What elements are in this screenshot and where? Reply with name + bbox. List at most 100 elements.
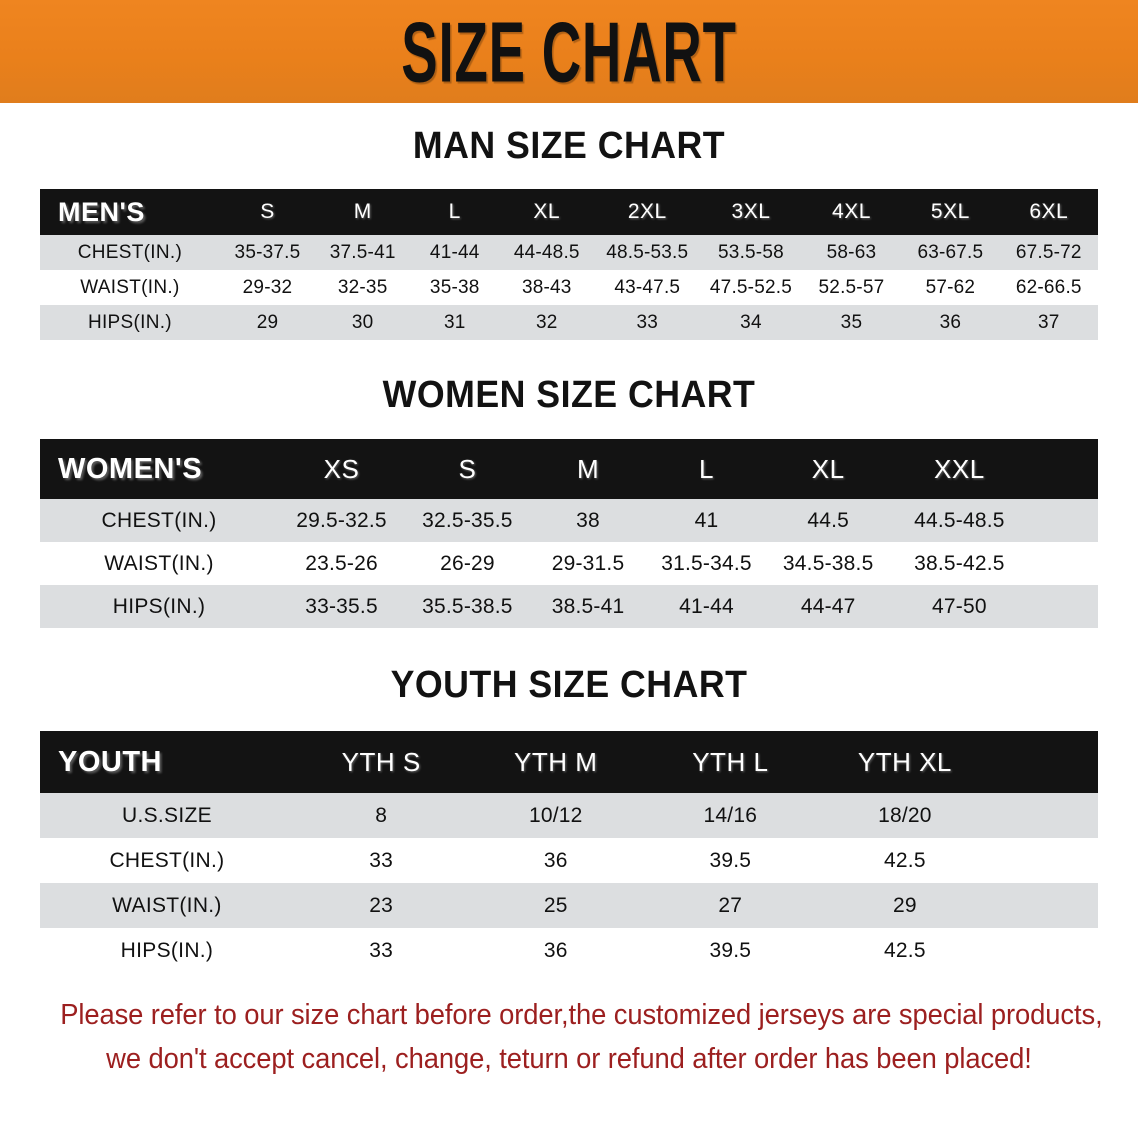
man-row-label-hips: HIPS(IN.) <box>40 305 220 340</box>
man-chest-xl: 44-48.5 <box>499 235 595 270</box>
man-chest-s: 35-37.5 <box>219 235 316 270</box>
man-col-6xl: 6XL <box>999 189 1098 235</box>
women-chest-xs: 29.5-32.5 <box>278 499 405 542</box>
women-row-label-waist: WAIST(IN.) <box>40 542 279 585</box>
women-hips-xxl: 47-50 <box>889 585 1030 628</box>
table-row: U.S.SIZE 8 10/12 14/16 18/20 <box>40 793 1098 838</box>
man-chest-l: 41-44 <box>410 235 500 270</box>
youth-col-s: YTH S <box>293 731 469 793</box>
man-hips-l: 31 <box>410 305 500 340</box>
women-table-header-row: WOMEN'S XS S M L XL XXL <box>40 439 1098 499</box>
man-col-5xl: 5XL <box>901 189 1000 235</box>
youth-ussize-l: 14/16 <box>643 793 818 838</box>
man-col-m: M <box>315 189 411 235</box>
women-col-s: S <box>405 439 530 499</box>
man-chest-5xl: 63-67.5 <box>901 235 1000 270</box>
table-row: WAIST(IN.) 23.5-26 26-29 29-31.5 31.5-34… <box>40 542 1098 585</box>
youth-ussize-xl: 18/20 <box>817 793 993 838</box>
youth-ussize-m: 10/12 <box>468 793 644 838</box>
man-col-l: L <box>410 189 500 235</box>
women-hips-m: 38.5-41 <box>529 585 647 628</box>
man-hips-m: 30 <box>315 305 411 340</box>
table-row: CHEST(IN.) 29.5-32.5 32.5-35.5 38 41 44.… <box>40 499 1098 542</box>
man-waist-5xl: 57-62 <box>901 270 1000 305</box>
youth-ussize-s: 8 <box>293 793 469 838</box>
man-table-header-row: MEN'S S M L XL 2XL 3XL 4XL 5XL 6XL <box>40 189 1098 235</box>
man-header-label: MEN'S <box>40 189 220 235</box>
youth-waist-xl: 29 <box>817 883 993 928</box>
youth-section-title: YOUTH SIZE CHART <box>390 664 748 706</box>
table-row: CHEST(IN.) 35-37.5 37.5-41 41-44 44-48.5… <box>40 235 1098 270</box>
man-hips-5xl: 36 <box>901 305 1000 340</box>
disclaimer-line-1: Please refer to our size chart before or… <box>60 999 1103 1031</box>
man-waist-6xl: 62-66.5 <box>999 270 1098 305</box>
table-row: WAIST(IN.) 29-32 32-35 35-38 38-43 43-47… <box>40 270 1098 305</box>
youth-col-l: YTH L <box>643 731 818 793</box>
women-cell-spacer <box>1029 585 1098 628</box>
man-hips-6xl: 37 <box>999 305 1098 340</box>
youth-header-label: YOUTH <box>40 731 294 793</box>
youth-waist-l: 27 <box>643 883 818 928</box>
women-col-xl: XL <box>766 439 890 499</box>
youth-row-label-ussize: U.S.SIZE <box>40 793 294 838</box>
youth-col-spacer <box>992 731 1098 793</box>
youth-waist-m: 25 <box>468 883 644 928</box>
man-waist-xl: 38-43 <box>499 270 595 305</box>
women-size-table: WOMEN'S XS S M L XL XXL CHEST(IN.) 29.5-… <box>40 439 1098 628</box>
youth-cell-spacer <box>992 928 1098 973</box>
youth-hips-m: 36 <box>468 928 644 973</box>
women-hips-s: 35.5-38.5 <box>405 585 530 628</box>
man-hips-3xl: 34 <box>700 305 802 340</box>
women-row-label-hips: HIPS(IN.) <box>40 585 279 628</box>
man-waist-3xl: 47.5-52.5 <box>700 270 802 305</box>
man-waist-m: 32-35 <box>315 270 411 305</box>
table-row: HIPS(IN.) 33 36 39.5 42.5 <box>40 928 1098 973</box>
women-col-xxl: XXL <box>889 439 1030 499</box>
man-waist-2xl: 43-47.5 <box>594 270 701 305</box>
man-row-label-waist: WAIST(IN.) <box>40 270 220 305</box>
women-waist-xs: 23.5-26 <box>278 542 405 585</box>
man-col-xl: XL <box>499 189 595 235</box>
youth-waist-s: 23 <box>293 883 469 928</box>
women-chest-xxl: 44.5-48.5 <box>889 499 1030 542</box>
youth-hips-s: 33 <box>293 928 469 973</box>
youth-row-label-waist: WAIST(IN.) <box>40 883 294 928</box>
youth-row-label-hips: HIPS(IN.) <box>40 928 294 973</box>
women-chest-m: 38 <box>529 499 647 542</box>
table-row: HIPS(IN.) 29 30 31 32 33 34 35 36 37 <box>40 305 1098 340</box>
women-waist-xxl: 38.5-42.5 <box>889 542 1030 585</box>
man-hips-4xl: 35 <box>801 305 902 340</box>
man-waist-l: 35-38 <box>410 270 500 305</box>
women-col-l: L <box>646 439 767 499</box>
women-col-m: M <box>529 439 647 499</box>
women-row-label-chest: CHEST(IN.) <box>40 499 279 542</box>
table-row: CHEST(IN.) 33 36 39.5 42.5 <box>40 838 1098 883</box>
youth-row-label-chest: CHEST(IN.) <box>40 838 294 883</box>
youth-hips-l: 39.5 <box>643 928 818 973</box>
women-hips-xl: 44-47 <box>766 585 890 628</box>
women-header-label: WOMEN'S <box>40 439 279 499</box>
man-chest-2xl: 48.5-53.5 <box>594 235 701 270</box>
women-chest-s: 32.5-35.5 <box>405 499 530 542</box>
man-size-table: MEN'S S M L XL 2XL 3XL 4XL 5XL 6XL CHEST… <box>40 189 1098 340</box>
man-size-table-container: MEN'S S M L XL 2XL 3XL 4XL 5XL 6XL CHEST… <box>40 189 1098 340</box>
women-hips-xs: 33-35.5 <box>278 585 405 628</box>
page-banner: SIZE CHART <box>0 0 1138 103</box>
youth-chest-s: 33 <box>293 838 469 883</box>
youth-chest-m: 36 <box>468 838 644 883</box>
man-chest-4xl: 58-63 <box>801 235 902 270</box>
man-section-title: MAN SIZE CHART <box>412 125 726 167</box>
women-col-spacer <box>1029 439 1098 499</box>
man-waist-4xl: 52.5-57 <box>801 270 902 305</box>
women-cell-spacer <box>1029 542 1098 585</box>
women-hips-l: 41-44 <box>646 585 767 628</box>
man-col-4xl: 4XL <box>801 189 902 235</box>
man-chest-6xl: 67.5-72 <box>999 235 1098 270</box>
youth-cell-spacer <box>992 883 1098 928</box>
man-chest-3xl: 53.5-58 <box>700 235 802 270</box>
women-waist-m: 29-31.5 <box>529 542 647 585</box>
man-waist-s: 29-32 <box>219 270 316 305</box>
women-section-title: WOMEN SIZE CHART <box>382 374 756 416</box>
man-col-s: S <box>219 189 316 235</box>
women-waist-xl: 34.5-38.5 <box>766 542 890 585</box>
